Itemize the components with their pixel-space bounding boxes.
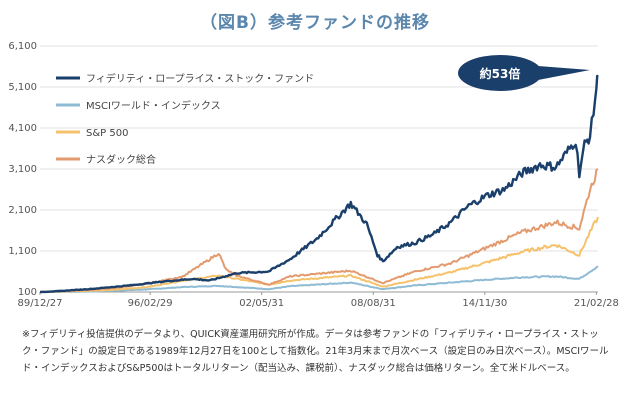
series-line [39,74,599,294]
y-tick-label: 6,100 [8,41,37,52]
y-tick-label: 1,100 [8,246,37,257]
legend-label: ナスダック総合 [86,153,156,166]
series-lines [39,74,599,294]
y-tick-label: 2,100 [8,205,37,216]
callout: 約53倍 [458,55,590,91]
y-tick-label: 3,100 [8,164,37,175]
x-tick-label: 96/02/29 [128,298,173,309]
footnote: ※フィデリティ投信提供のデータより、QUICK資産運用研究所が作成。データは参考… [22,329,609,374]
y-tick-label: 4,100 [8,123,37,134]
chart-title: （図B）参考ファンドの推移 [200,13,430,33]
x-axis: 89/12/27 96/02/29 02/05/31 08/08/31 14/11/30… [18,292,619,309]
y-axis: 6,100 5,100 4,100 3,100 2,100 1,100 100 [8,41,37,298]
series-line [40,265,599,293]
grid [40,45,598,293]
series-line [40,168,599,293]
x-tick-label: 08/08/31 [351,298,396,309]
legend-label: S&P 500 [86,128,128,139]
x-tick-label: 14/11/30 [462,298,507,309]
y-tick-label: 100 [18,287,37,298]
legend: フィデリティ・ロープライス・ストック・ファンド MSCIワールド・インデックス S&… [56,72,314,166]
legend-label: MSCIワールド・インデックス [86,99,221,112]
callout-label: 約53倍 [480,66,521,81]
series-line [39,216,599,293]
x-tick-label: 89/12/27 [18,298,63,309]
callout-pointer [538,66,590,80]
x-tick-label: 02/05/31 [239,298,284,309]
callout-bubble [458,55,542,91]
legend-label: フィデリティ・ロープライス・ストック・ファンド [86,72,314,85]
y-tick-label: 5,100 [8,82,37,93]
line-chart: 6,100 5,100 4,100 3,100 2,100 1,100 100 89/12/… [8,41,619,309]
x-tick-label: 21/02/28 [574,298,619,309]
